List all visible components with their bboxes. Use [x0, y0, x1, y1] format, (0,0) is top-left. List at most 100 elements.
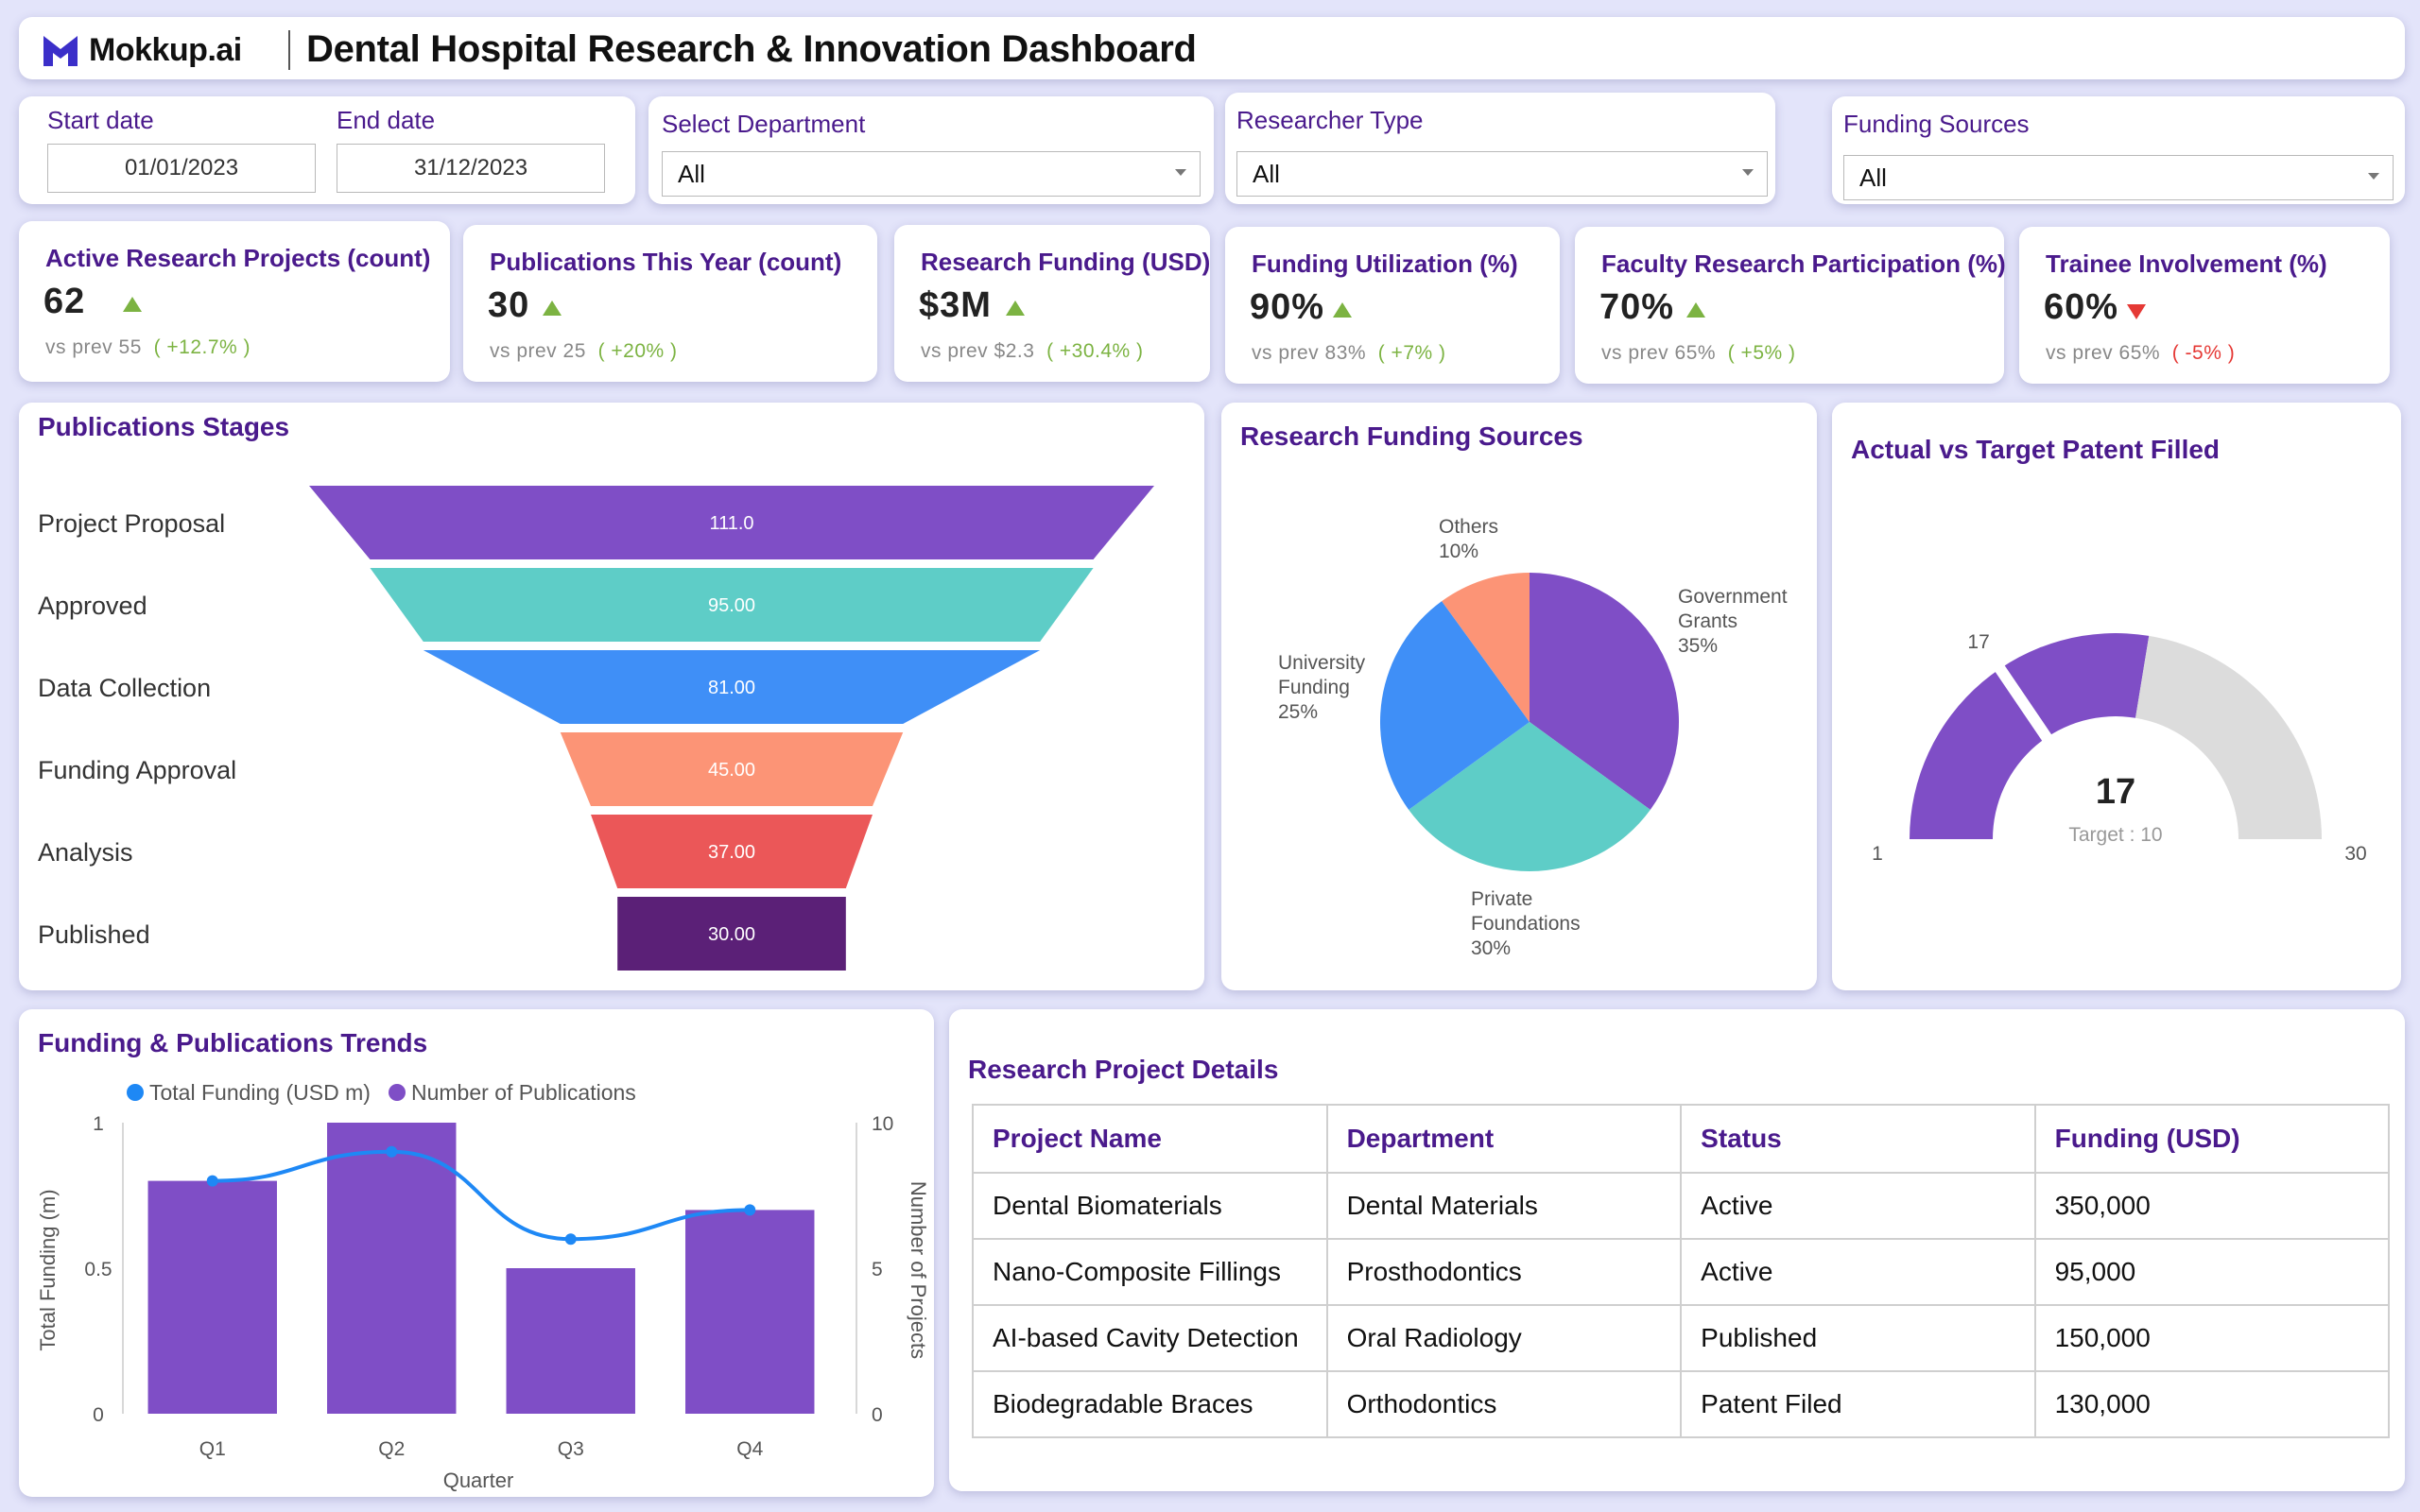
funnel-stage-label: Analysis — [38, 838, 133, 867]
pie-slice-percent: 35% — [1678, 635, 1718, 657]
bar-publications — [147, 1180, 277, 1414]
researcher-select[interactable]: All — [1236, 151, 1768, 197]
table-row[interactable]: AI-based Cavity Detection Oral Radiology… — [972, 1304, 2391, 1372]
funnel-value-label: 95.00 — [708, 595, 755, 616]
y2-tick-label: 5 — [872, 1259, 883, 1280]
chevron-down-icon — [1742, 169, 1754, 176]
x-axis-title: Quarter — [443, 1469, 514, 1492]
kpi-card-publications: Publications This Year (count) 30 vs pre… — [463, 225, 877, 382]
pie-slice-label: Others — [1439, 516, 1498, 538]
cell-project-name: Dental Biomaterials — [972, 1172, 1328, 1240]
kpi-delta: ( +20% ) — [597, 340, 678, 362]
funnel-stage-label: Project Proposal — [38, 509, 225, 538]
arrow-up-icon — [123, 297, 142, 312]
arrow-up-icon — [1333, 302, 1352, 318]
y2-axis-title: Number of Projects — [907, 1181, 930, 1359]
chevron-down-icon — [1175, 169, 1186, 176]
kpi-value: 70% — [1599, 287, 1675, 327]
bar-publications — [685, 1210, 815, 1414]
end-date-label: End date — [337, 106, 436, 134]
department-value: All — [678, 159, 705, 188]
funnel-value-label: 37.00 — [708, 842, 755, 863]
arrow-up-icon — [1686, 302, 1705, 318]
funnel-value-label: 81.00 — [708, 678, 755, 698]
column-header-project-name[interactable]: Project Name — [972, 1104, 1328, 1174]
end-date-input[interactable]: 31/12/2023 — [337, 144, 605, 193]
kpi-title: Active Research Projects (count) — [45, 244, 431, 272]
funnel-value-label: 45.00 — [708, 760, 755, 781]
research-project-details-panel: Research Project Details Project Name De… — [949, 1009, 2405, 1491]
legend-label-funding: Total Funding (USD m) — [149, 1080, 371, 1105]
kpi-card-active-projects: Active Research Projects (count) 62 vs p… — [19, 221, 450, 382]
column-header-funding[interactable]: Funding (USD) — [2033, 1104, 2391, 1174]
gauge-remaining-fill — [2135, 635, 2322, 839]
department-select[interactable]: All — [662, 151, 1201, 197]
cell-funding: 95,000 — [2033, 1238, 2391, 1306]
publications-stages-panel: Publications Stages 111.0 Project Proposa… — [19, 403, 1204, 990]
date-filter-card: Start date 01/01/2023 End date 31/12/202… — [19, 96, 635, 204]
kpi-title: Faculty Research Participation (%) — [1601, 249, 2006, 278]
funnel-segment — [309, 486, 1154, 559]
funnel-segment — [370, 568, 1094, 642]
cell-department: Orthodontics — [1325, 1370, 1683, 1438]
funnel-segment — [591, 815, 873, 888]
project-details-table: Project Name Department Status Funding (… — [972, 1104, 2391, 1438]
pie-slice — [1409, 722, 1651, 871]
page-title: Dental Hospital Research & Innovation Da… — [306, 28, 1197, 70]
line-point-funding — [564, 1233, 577, 1246]
start-date-input[interactable]: 01/01/2023 — [47, 144, 316, 193]
department-filter-card: Select Department All — [648, 96, 1214, 204]
y2-tick-label: 10 — [872, 1113, 893, 1135]
kpi-delta: ( -5% ) — [2171, 342, 2236, 364]
funding-filter-card: Funding Sources All — [1832, 96, 2405, 204]
kpi-delta: ( +5% ) — [1727, 342, 1796, 364]
x-tick-label: Q1 — [199, 1438, 226, 1460]
start-date-label: Start date — [47, 106, 154, 134]
research-funding-sources-panel: Research Funding Sources Government Grant… — [1221, 403, 1817, 990]
kpi-value: 30 — [488, 285, 530, 325]
y-tick-label: 1 — [93, 1113, 104, 1135]
kpi-card-funding-utilization: Funding Utilization (%) 90% vs prev 83% … — [1225, 227, 1560, 384]
kpi-value: 60% — [2044, 287, 2119, 327]
patent-gauge-panel: Actual vs Target Patent Filled 17 1 30 17 Ta… — [1832, 403, 2401, 990]
researcher-filter-card: Researcher Type All — [1225, 93, 1775, 204]
column-header-department[interactable]: Department — [1325, 1104, 1683, 1174]
logo[interactable]: Mokkup.ai — [42, 32, 242, 69]
bar-publications — [506, 1268, 635, 1414]
gauge-marker-label: 17 — [1967, 631, 1989, 653]
table-row[interactable]: Biodegradable Braces Orthodontics Patent… — [972, 1370, 2391, 1438]
researcher-value: All — [1253, 159, 1280, 188]
kpi-comparison: vs prev 25 ( +20% ) — [490, 340, 678, 362]
line-point-funding — [744, 1204, 756, 1216]
table-row[interactable]: Nano-Composite Fillings Prosthodontics A… — [972, 1238, 2391, 1306]
chevron-down-icon — [2368, 173, 2379, 180]
kpi-delta: ( +12.7% ) — [153, 336, 251, 358]
y-axis-title: Total Funding (m) — [36, 1189, 60, 1350]
kpi-delta: ( +30.4% ) — [1046, 340, 1144, 362]
kpi-delta: ( +7% ) — [1377, 342, 1446, 364]
panel-title: Research Funding Sources — [1240, 421, 1583, 451]
pie-slice — [1380, 601, 1530, 810]
pie-slice-label: University — [1278, 652, 1366, 674]
kpi-title: Funding Utilization (%) — [1252, 249, 1518, 278]
cell-department: Oral Radiology — [1325, 1304, 1683, 1372]
gauge-max-label: 30 — [2344, 843, 2366, 865]
funding-source-value: All — [1859, 163, 1887, 192]
kpi-value: 90% — [1250, 287, 1325, 327]
funnel-stage-label: Funding Approval — [38, 756, 236, 784]
funding-source-select[interactable]: All — [1843, 155, 2394, 200]
researcher-label: Researcher Type — [1236, 106, 1424, 134]
y2-tick-label: 0 — [872, 1404, 883, 1426]
department-label: Select Department — [662, 110, 866, 138]
kpi-card-research-funding: Research Funding (USD) $3M vs prev $2.3 … — [894, 225, 1210, 382]
x-tick-label: Q2 — [378, 1438, 405, 1460]
table-header-row: Project Name Department Status Funding (… — [972, 1104, 2391, 1174]
table-row[interactable]: Dental Biomaterials Dental Materials Act… — [972, 1172, 2391, 1240]
logo-text: Mokkup.ai — [89, 32, 242, 68]
column-header-status[interactable]: Status — [1680, 1104, 2036, 1174]
panel-title: Actual vs Target Patent Filled — [1851, 435, 2221, 464]
legend-label-publications: Number of Publications — [411, 1080, 636, 1105]
cell-funding: 150,000 — [2033, 1304, 2391, 1372]
cell-project-name: AI-based Cavity Detection — [972, 1304, 1328, 1372]
kpi-title: Publications This Year (count) — [490, 248, 842, 276]
